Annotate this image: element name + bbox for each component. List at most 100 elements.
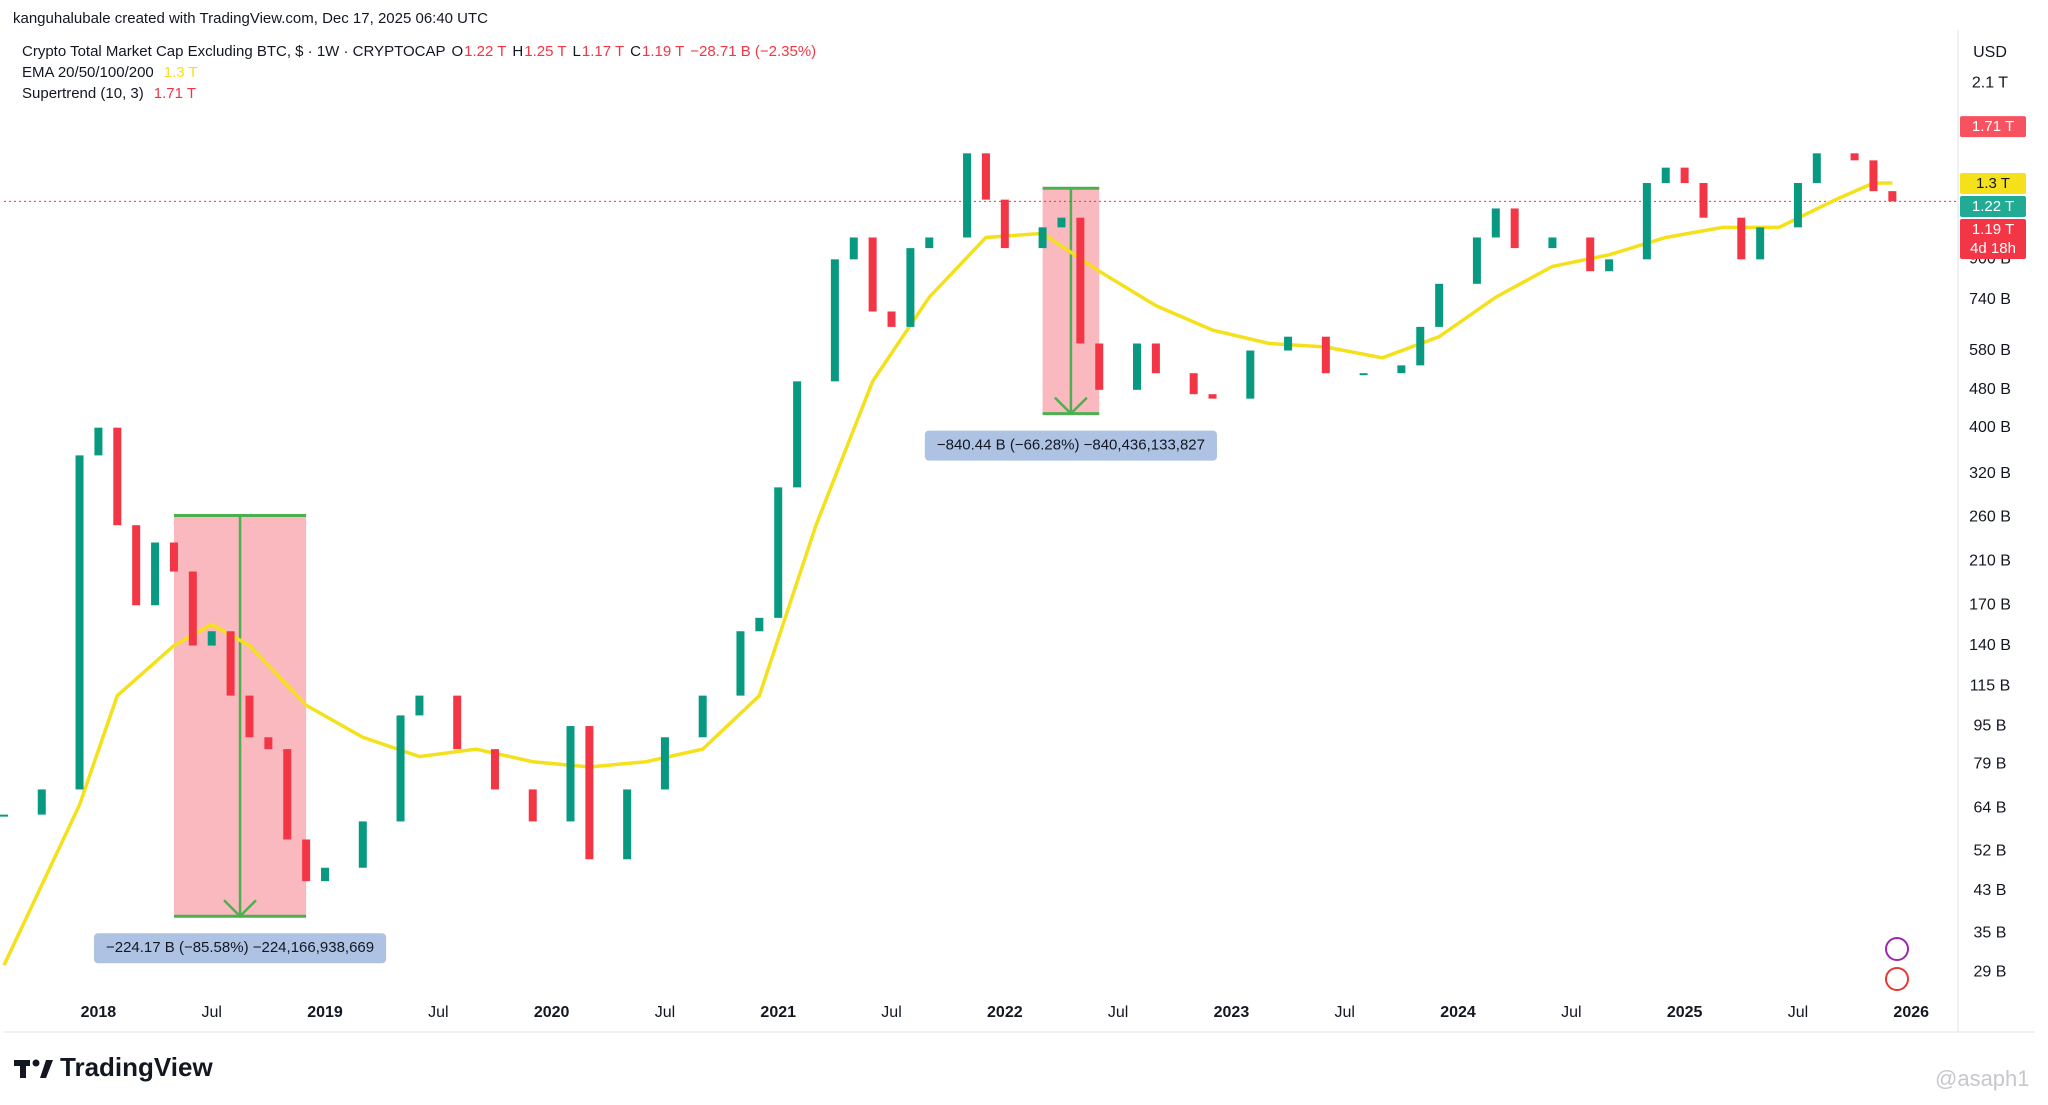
candle xyxy=(887,311,896,327)
x-tick-label: 2025 xyxy=(1667,1004,1703,1021)
y-tick-label: 2.1 T xyxy=(1972,75,2008,92)
candle xyxy=(1850,153,1859,161)
ohlc-value: 1.19 T xyxy=(642,43,684,60)
candle xyxy=(1491,208,1500,238)
candle xyxy=(1548,237,1557,249)
candle xyxy=(774,487,783,618)
candle xyxy=(490,749,499,790)
candle xyxy=(188,571,197,646)
candle xyxy=(1869,160,1878,192)
candle xyxy=(207,631,216,646)
candle xyxy=(1756,227,1765,260)
measure-arrow-head xyxy=(223,899,257,919)
candle xyxy=(925,237,934,249)
events-icon[interactable] xyxy=(1885,967,1909,991)
candle xyxy=(453,695,462,750)
y-tick-label: 35 B xyxy=(1974,925,2007,942)
candle xyxy=(906,248,915,327)
y-tick-label: 400 B xyxy=(1969,419,2011,436)
price-tag xyxy=(1960,196,2026,218)
x-tick-label: Jul xyxy=(1335,1004,1355,1021)
candle xyxy=(1586,237,1595,272)
ohlc-key: C xyxy=(630,43,641,60)
measure: −840.44 B (−66.28%) −840,436,133,827 xyxy=(924,186,1217,461)
price-tag xyxy=(1960,173,2026,195)
price-tag xyxy=(1960,219,2026,260)
legend-change: −28.71 B (−2.35%) xyxy=(690,43,816,60)
candle xyxy=(1605,259,1614,272)
candle xyxy=(1038,227,1047,249)
y-tick-label: 64 B xyxy=(1974,799,2007,816)
ohlc-key: H xyxy=(512,43,523,60)
candle xyxy=(358,821,367,868)
indicator-value: 1.3 T xyxy=(164,64,198,81)
candle xyxy=(1076,217,1085,344)
y-tick-label: 29 B xyxy=(1974,964,2007,981)
candle xyxy=(1642,183,1651,260)
indicator-name: Supertrend (10, 3) xyxy=(22,85,144,102)
candle xyxy=(1359,373,1368,376)
candle xyxy=(1699,183,1708,218)
x-tick-label: Jul xyxy=(1561,1004,1581,1021)
x-tick-label: Jul xyxy=(881,1004,901,1021)
candle xyxy=(321,867,330,882)
candle xyxy=(1133,343,1142,390)
y-tick-label: 140 B xyxy=(1969,637,2011,654)
x-tick-label: 2020 xyxy=(534,1004,570,1021)
measure-label: −224.17 B (−85.58%) −224,166,938,669 xyxy=(93,933,387,964)
y-tick-label: 580 B xyxy=(1969,342,2011,359)
candle xyxy=(1151,343,1160,374)
candle xyxy=(113,427,122,526)
measure-label-text: −840.44 B (−66.28%) −840,436,133,827 xyxy=(937,437,1205,454)
candle xyxy=(528,789,537,822)
ohlc-value: 1.17 T xyxy=(582,43,624,60)
candle xyxy=(1397,365,1406,374)
candle xyxy=(1510,208,1519,249)
x-tick-label: Jul xyxy=(428,1004,448,1021)
candle xyxy=(623,789,632,860)
price-tag-label: 1.71 T xyxy=(1972,118,2014,135)
candle xyxy=(849,237,858,260)
y-tick-label: 115 B xyxy=(1970,678,2011,695)
candle xyxy=(1680,167,1689,184)
candle xyxy=(264,737,273,750)
x-tick-label: Jul xyxy=(1108,1004,1128,1021)
price-tag xyxy=(1960,116,2026,138)
y-tick-label: 95 B xyxy=(1974,717,2007,734)
candle xyxy=(1812,153,1821,184)
candle xyxy=(1416,326,1425,366)
candle xyxy=(94,427,103,456)
candle xyxy=(37,789,46,815)
y-tick-label: 52 B xyxy=(1974,842,2007,859)
alert-icon[interactable] xyxy=(1885,937,1909,961)
candle xyxy=(566,726,575,822)
y-tick-label: 43 B xyxy=(1974,882,2007,899)
candle xyxy=(1057,217,1066,228)
candle xyxy=(0,814,8,817)
candle xyxy=(1888,191,1897,202)
candle xyxy=(1472,237,1481,284)
candle xyxy=(1321,336,1330,374)
x-tick-label: 2024 xyxy=(1440,1004,1476,1021)
x-tick-label: 2018 xyxy=(81,1004,117,1021)
logo-mark xyxy=(14,1059,53,1078)
measure-arrow-head xyxy=(1054,396,1088,416)
ohlc-value: 1.22 T xyxy=(464,43,506,60)
created-note: kanguhalubale created with TradingView.c… xyxy=(13,10,488,27)
measure-label: −840.44 B (−66.28%) −840,436,133,827 xyxy=(924,430,1217,461)
candle xyxy=(1246,350,1255,399)
x-tick-label: 2022 xyxy=(987,1004,1023,1021)
candle xyxy=(585,726,594,860)
candle xyxy=(415,695,424,716)
candle xyxy=(698,695,707,738)
candle xyxy=(1661,167,1670,184)
candle xyxy=(1793,183,1802,228)
candle xyxy=(151,542,160,606)
candle xyxy=(1435,283,1444,327)
x-tick-label: 2021 xyxy=(760,1004,796,1021)
y-tick-label: 320 B xyxy=(1969,465,2011,482)
currency: USD xyxy=(1973,44,2007,61)
candle xyxy=(1000,199,1009,249)
